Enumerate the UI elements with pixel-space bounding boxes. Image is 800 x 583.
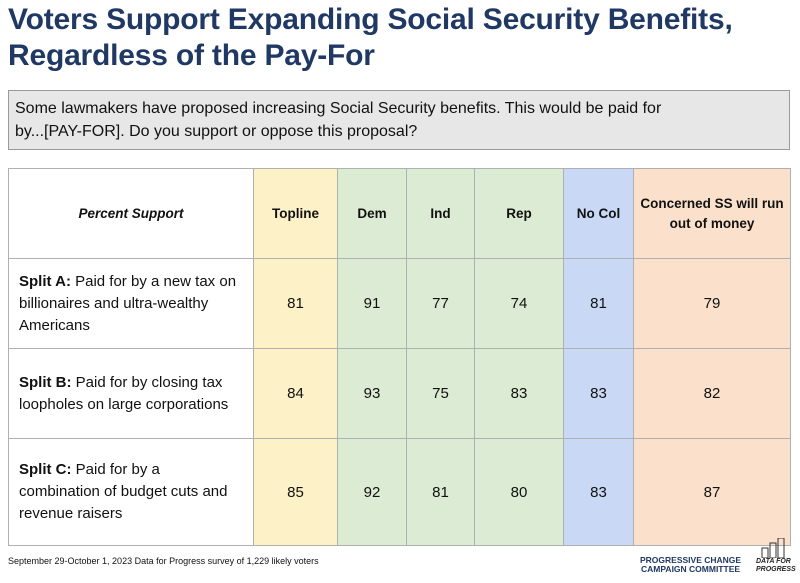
question-line: Some lawmakers have proposed increasing … — [15, 100, 662, 117]
title-line: Regardless of the Pay-For — [8, 39, 375, 72]
results-table: Percent Support Topline Dem Ind Rep No Col Con… — [8, 168, 791, 546]
value-cell: 91 — [337, 258, 407, 349]
value-cell: 81 — [563, 258, 634, 349]
value-cell: 74 — [474, 258, 564, 349]
data-row: Split B: Paid for by closing tax loophol… — [8, 348, 791, 439]
value-cell: 83 — [563, 348, 634, 439]
logo-text: PROGRESS — [756, 566, 796, 573]
header-row: Percent Support Topline Dem Ind Rep No Col Con… — [8, 168, 791, 259]
pccc-logo: PROGRESSIVE CHANGE CAMPAIGN COMMITTEE — [640, 556, 741, 574]
logo-text: DATA FOR — [756, 558, 791, 565]
value-cell: 92 — [337, 438, 407, 546]
column-header: No Col — [563, 168, 634, 259]
column-header: Topline — [253, 168, 338, 259]
value-cell: 77 — [406, 258, 475, 349]
value-cell: 80 — [474, 438, 564, 546]
value-cell: 93 — [337, 348, 407, 439]
column-header: Rep — [474, 168, 564, 259]
value-cell: 81 — [253, 258, 338, 349]
logo-text: CAMPAIGN COMMITTEE — [641, 564, 741, 574]
row-label-text: Paid for by closing tax loopholes on lar… — [19, 373, 229, 413]
data-row: Split A: Paid for by a new tax on billio… — [8, 258, 791, 349]
dfp-logo: DATA FOR PROGRESS — [756, 558, 796, 574]
value-cell: 83 — [474, 348, 564, 439]
value-cell: 83 — [563, 438, 634, 546]
value-cell: 84 — [253, 348, 338, 439]
row-label-bold: Split A: — [19, 272, 71, 290]
title-line: Voters Support Expanding Social Security… — [8, 3, 733, 36]
row-label-text: Paid for by a new tax on billionaires an… — [19, 272, 237, 334]
title: Voters Support Expanding Social Security… — [8, 2, 733, 74]
row-label: Split A: Paid for by a new tax on billio… — [8, 258, 254, 349]
value-cell: 85 — [253, 438, 338, 546]
value-cell: 79 — [633, 258, 791, 349]
question: Some lawmakers have proposed increasing … — [8, 90, 790, 150]
row-label-bold: Split C: — [19, 461, 72, 478]
value-cell: 75 — [406, 348, 475, 439]
question-line: by...[PAY-FOR]. Do you support or oppose… — [15, 123, 418, 140]
value-cell: 87 — [633, 438, 791, 546]
row-label: Split B: Paid for by closing tax loophol… — [8, 348, 254, 439]
row-label-text: Paid for by a combination of budget cuts… — [19, 461, 228, 522]
column-header: Concerned SS will run out of money — [633, 168, 791, 259]
row-label: Split C: Paid for by a combination of bu… — [8, 438, 254, 546]
dfp-logo-bars — [761, 538, 785, 558]
column-header: Ind — [406, 168, 475, 259]
footer: September 29-October 1, 2023 Data for Pr… — [8, 556, 319, 566]
row-label-bold: Split B: — [19, 373, 72, 391]
corner-cell: Percent Support — [8, 168, 254, 259]
logo-text: PROGRESSIVE CHANGE — [640, 555, 742, 565]
value-cell: 82 — [633, 348, 791, 439]
value-cell: 81 — [406, 438, 475, 546]
data-row: Split C: Paid for by a combination of bu… — [8, 438, 791, 546]
column-header: Dem — [337, 168, 407, 259]
